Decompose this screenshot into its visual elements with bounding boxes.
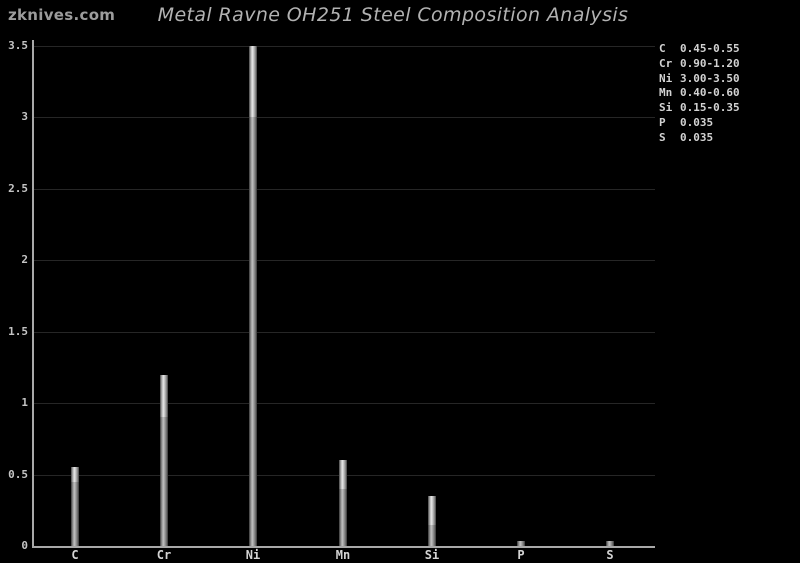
gridline bbox=[33, 189, 655, 190]
x-category-label: Ni bbox=[245, 548, 261, 562]
y-tick-label: 0.5 bbox=[8, 468, 28, 481]
x-category-label: Mn bbox=[335, 548, 351, 562]
y-tick-label: 2.5 bbox=[8, 182, 28, 195]
legend-row: Si 0.15-0.35 bbox=[659, 101, 740, 116]
bar-base-segment bbox=[160, 417, 168, 546]
gridline bbox=[33, 260, 655, 261]
gridline bbox=[33, 332, 655, 333]
bar-base-segment bbox=[249, 117, 257, 546]
bar-range-segment bbox=[160, 374, 168, 418]
bar-base-segment bbox=[71, 481, 79, 546]
x-category-label: Cr bbox=[156, 548, 172, 562]
bar-range-segment bbox=[339, 460, 347, 489]
legend-element: Ni bbox=[659, 71, 673, 85]
x-category-label: S bbox=[606, 548, 614, 562]
legend-value: 0.035 bbox=[680, 130, 714, 144]
zknives-watermark: zknives.com bbox=[8, 6, 116, 24]
x-axis-line bbox=[32, 546, 655, 548]
x-category-label: Si bbox=[424, 548, 440, 562]
y-tick-label: 0 bbox=[21, 539, 28, 552]
legend-value: 0.15-0.35 bbox=[680, 101, 740, 115]
gridline bbox=[33, 403, 655, 404]
y-tick-label: 1 bbox=[21, 396, 28, 409]
legend-element: Cr bbox=[659, 56, 673, 70]
legend-value: 0.45-0.55 bbox=[680, 42, 740, 55]
chart-legend: C 0.45-0.55 Cr 0.90-1.20 Ni 3.00-3.50 Mn 0.40-0… bbox=[659, 42, 740, 146]
y-tick-label: 3.5 bbox=[8, 39, 28, 52]
chart-title: Metal Ravne OH251 Steel Composition Anal… bbox=[157, 4, 629, 26]
legend-row: Cr 0.90-1.20 bbox=[659, 57, 740, 72]
y-tick-label: 3 bbox=[21, 110, 28, 123]
y-tick-label: 2 bbox=[21, 253, 28, 266]
legend-value: 0.40-0.60 bbox=[680, 86, 740, 100]
bar-base-segment bbox=[517, 541, 525, 546]
bar-range-segment bbox=[71, 467, 79, 482]
bar-base-segment bbox=[339, 488, 347, 546]
legend-value: 0.035 bbox=[680, 115, 714, 129]
legend-element: S bbox=[659, 130, 666, 144]
legend-row: Ni 3.00-3.50 bbox=[659, 72, 740, 87]
bar-base-segment bbox=[606, 541, 614, 546]
legend-value: 3.00-3.50 bbox=[680, 71, 740, 85]
gridline bbox=[33, 46, 655, 47]
legend-row: Mn 0.40-0.60 bbox=[659, 86, 740, 101]
y-axis-line bbox=[32, 40, 34, 548]
bar-range-segment bbox=[428, 496, 436, 525]
legend-value: 0.90-1.20 bbox=[680, 56, 740, 70]
x-category-label: C bbox=[71, 548, 79, 562]
bar-range-segment bbox=[249, 46, 257, 118]
legend-element: Mn bbox=[659, 86, 673, 100]
legend-row: C 0.45-0.55 bbox=[659, 42, 740, 57]
x-category-label: P bbox=[517, 548, 525, 562]
legend-element: P bbox=[659, 115, 666, 129]
gridline bbox=[33, 117, 655, 118]
y-tick-label: 1.5 bbox=[8, 325, 28, 338]
legend-element: C bbox=[659, 42, 666, 55]
legend-row: S 0.035 bbox=[659, 131, 740, 146]
legend-row: P 0.035 bbox=[659, 116, 740, 131]
legend-element: Si bbox=[659, 101, 673, 115]
bar-base-segment bbox=[428, 524, 436, 546]
